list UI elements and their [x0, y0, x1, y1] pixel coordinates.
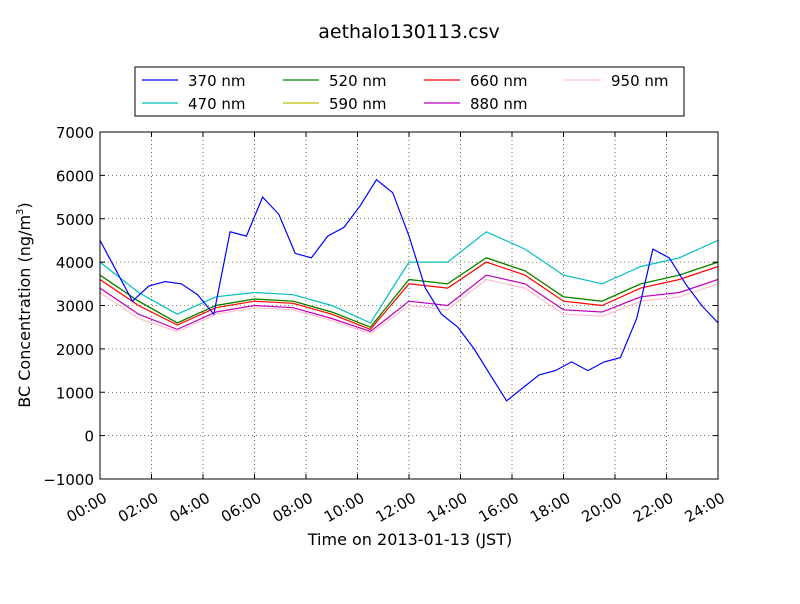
y-axis-label: BC Concentration (ng/m3) [15, 202, 34, 407]
y-tick-label: 5000 [56, 211, 94, 229]
y-tick-label: 4000 [56, 254, 94, 272]
y-tick-label: 1000 [56, 384, 94, 402]
y-tick-label: 7000 [56, 124, 94, 142]
legend-label: 520 nm [329, 72, 387, 90]
y-axis-label-main: BC Concentration (ng/m [15, 215, 34, 408]
x-tick-label: 20:00 [579, 489, 625, 526]
x-axis-label: Time on 2013-01-13 (JST) [307, 530, 512, 549]
x-tick-label: 14:00 [424, 489, 470, 526]
series-line-520-nm [100, 257, 718, 328]
legend-label: 950 nm [611, 72, 669, 90]
x-tick-label: 08:00 [270, 489, 316, 526]
x-tick-label: 02:00 [115, 489, 161, 526]
legend-label: 880 nm [470, 95, 528, 113]
series-line-950-nm [100, 278, 718, 335]
legend-label: 470 nm [188, 95, 246, 113]
series-layer [100, 178, 718, 402]
y-tick-label: 0 [84, 428, 94, 446]
x-tick-label: 16:00 [476, 489, 522, 526]
x-tick-label: 18:00 [527, 489, 573, 526]
legend-label: 660 nm [470, 72, 528, 90]
legend-label: 370 nm [188, 72, 246, 90]
x-tick-label: 00:00 [64, 489, 110, 526]
y-axis: −1000 0 1000 2000 3000 4000 5000 6000 7000 [43, 124, 718, 489]
y-axis-label-end: ) [15, 202, 34, 208]
x-tick-label: 24:00 [682, 489, 728, 526]
x-tick-label: 06:00 [218, 489, 264, 526]
x-tick-label: 04:00 [167, 489, 213, 526]
y-tick-label: −1000 [43, 471, 94, 489]
y-tick-label: 6000 [56, 167, 94, 185]
y-tick-label: 2000 [56, 341, 94, 359]
x-tick-label: 22:00 [630, 489, 676, 526]
x-tick-label: 12:00 [373, 489, 419, 526]
series-line-880-nm [100, 274, 718, 333]
legend-label: 590 nm [329, 95, 387, 113]
series-line-660-nm [100, 261, 718, 331]
series-line-370-nm [100, 178, 718, 402]
y-tick-label: 3000 [56, 298, 94, 316]
legend: 370 nm 470 nm 520 nm 590 nm 660 nm 880 nm 950 … [134, 66, 685, 117]
x-tick-label: 10:00 [321, 489, 367, 526]
chart-title: aethalo130113.csv [318, 21, 500, 43]
y-axis-label-superscript: 3 [15, 209, 26, 215]
series-line-470-nm [100, 231, 718, 324]
